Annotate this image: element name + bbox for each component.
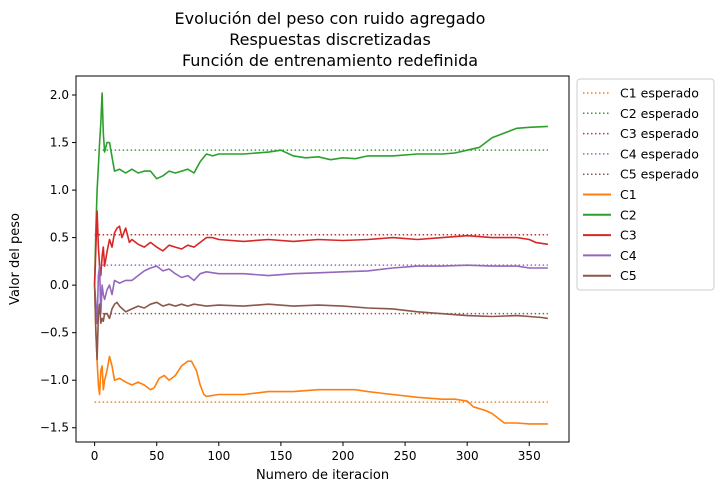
legend-label: C4 esperado bbox=[620, 146, 699, 161]
series-lines bbox=[93, 92, 549, 425]
legend-label: C5 esperado bbox=[620, 167, 699, 182]
y-tick-label: 0.0 bbox=[50, 278, 69, 292]
series-line bbox=[93, 285, 549, 361]
y-tick-label: 0.5 bbox=[50, 231, 69, 245]
x-tick-label: 0 bbox=[91, 449, 99, 463]
x-tick-label: 150 bbox=[269, 449, 292, 463]
y-tick-label: −1.0 bbox=[40, 373, 69, 387]
y-tick-label: −1.5 bbox=[40, 421, 69, 435]
legend-label: C4 bbox=[620, 248, 637, 263]
series-line bbox=[93, 92, 548, 286]
legend-label: C2 bbox=[620, 207, 637, 222]
legend-label: C3 esperado bbox=[620, 126, 699, 141]
x-tick-label: 50 bbox=[149, 449, 164, 463]
series-line bbox=[93, 264, 548, 324]
chart-title-line: Función de entrenamiento redefinida bbox=[182, 51, 478, 70]
x-tick-label: 350 bbox=[518, 449, 541, 463]
x-tick-label: 200 bbox=[332, 449, 355, 463]
expected-lines bbox=[94, 149, 548, 403]
x-axis-label: Numero de iteracion bbox=[256, 468, 389, 483]
legend-label: C3 bbox=[620, 228, 637, 243]
x-tick-label: 100 bbox=[207, 449, 230, 463]
legend-box bbox=[576, 78, 715, 291]
y-tick-label: 1.5 bbox=[50, 136, 69, 150]
x-tick-label: 250 bbox=[394, 449, 417, 463]
legend: C1 esperado C2 esperado C3 esperado C4 espe… bbox=[576, 78, 715, 291]
legend-label: C1 bbox=[620, 187, 637, 202]
series-line bbox=[93, 285, 548, 425]
legend-label: C5 bbox=[620, 268, 637, 283]
series-line bbox=[93, 210, 549, 286]
x-tick-label: 300 bbox=[456, 449, 479, 463]
y-tick-label: 1.0 bbox=[50, 183, 69, 197]
chart-title-line: Evolución del peso con ruido agregado bbox=[175, 9, 486, 28]
y-axis-label: Valor del peso bbox=[8, 213, 23, 305]
y-tick-label: −0.5 bbox=[40, 326, 69, 340]
plot-frame bbox=[75, 75, 570, 443]
legend-label: C2 esperado bbox=[620, 106, 699, 121]
axis-ticks: 0 50 100 150 200 250 300 350 −1.5 −1.0 −0.5 0.0 0.5 1… bbox=[40, 88, 541, 463]
chart-title: Evolución del peso con ruido agregado Re… bbox=[175, 9, 486, 70]
legend-label: C1 esperado bbox=[620, 86, 699, 101]
chart-title-line: Respuestas discretizadas bbox=[229, 30, 431, 49]
y-tick-label: 2.0 bbox=[50, 88, 69, 102]
